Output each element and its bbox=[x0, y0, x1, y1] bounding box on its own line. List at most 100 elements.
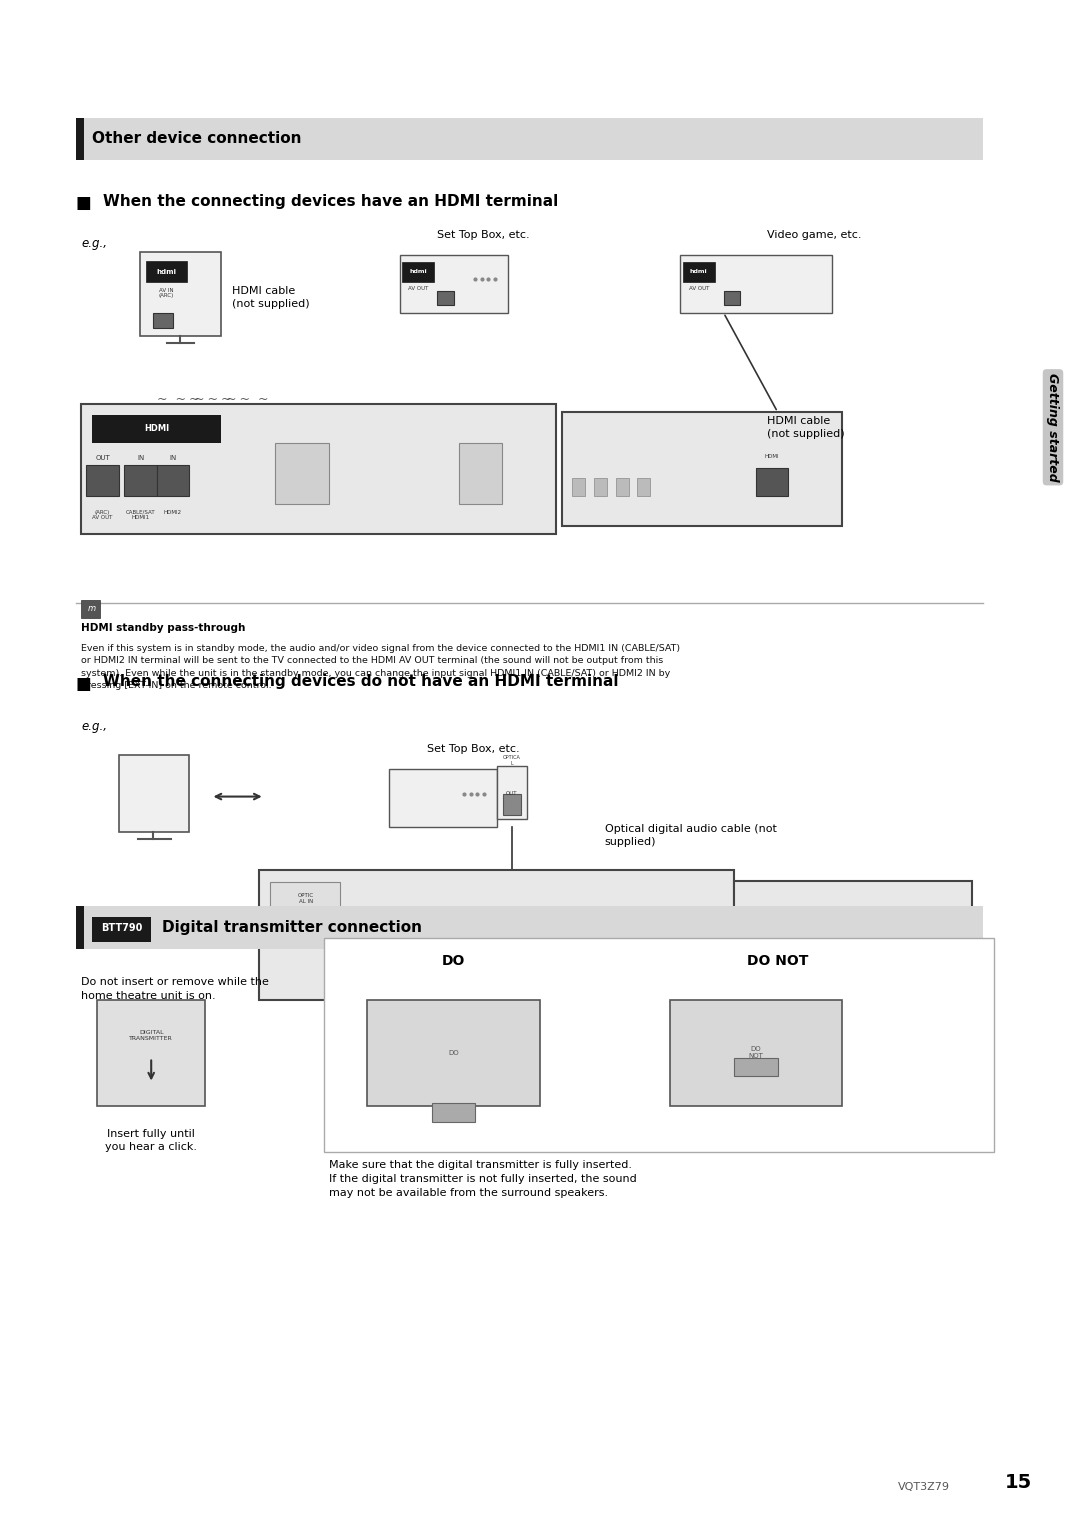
Text: hdmi: hdmi bbox=[690, 269, 707, 275]
Bar bbox=[437, 291, 454, 305]
Text: hdmi: hdmi bbox=[409, 269, 427, 275]
Bar bbox=[459, 443, 502, 504]
Text: OUT: OUT bbox=[507, 790, 517, 797]
Text: OUT: OUT bbox=[95, 455, 110, 461]
Bar bbox=[799, 937, 819, 964]
Bar bbox=[140, 252, 221, 336]
Bar bbox=[76, 118, 983, 160]
Text: When the connecting devices do not have an HDMI terminal: When the connecting devices do not have … bbox=[103, 674, 618, 690]
Bar bbox=[503, 794, 521, 815]
Text: Make sure that the digital transmitter is fully inserted.
If the digital transmi: Make sure that the digital transmitter i… bbox=[329, 1160, 637, 1198]
Bar bbox=[680, 255, 832, 313]
Text: Insert fully until
you hear a click.: Insert fully until you hear a click. bbox=[105, 1129, 198, 1152]
Bar bbox=[81, 600, 100, 618]
Bar bbox=[562, 412, 842, 526]
Text: AV OUT: AV OUT bbox=[689, 285, 708, 291]
Bar bbox=[92, 415, 221, 443]
Text: Set Top Box, etc.: Set Top Box, etc. bbox=[427, 743, 519, 754]
Text: BTT790: BTT790 bbox=[100, 923, 143, 932]
Text: CABLE/SAT
HDMI1: CABLE/SAT HDMI1 bbox=[125, 510, 156, 520]
Bar bbox=[616, 908, 659, 969]
Bar bbox=[76, 906, 983, 949]
Bar bbox=[270, 882, 340, 916]
Text: Set Top Box, etc.: Set Top Box, etc. bbox=[437, 229, 530, 240]
Circle shape bbox=[508, 908, 551, 969]
Text: VQT3Z79: VQT3Z79 bbox=[899, 1482, 950, 1492]
Bar bbox=[76, 118, 84, 160]
Circle shape bbox=[351, 443, 394, 504]
Bar bbox=[432, 1103, 475, 1122]
Circle shape bbox=[683, 456, 700, 481]
Bar bbox=[572, 478, 585, 496]
Text: HDMI cable
(not supplied): HDMI cable (not supplied) bbox=[232, 285, 310, 310]
Text: DO: DO bbox=[448, 1050, 459, 1056]
Circle shape bbox=[562, 908, 605, 969]
Text: 15: 15 bbox=[1004, 1474, 1031, 1492]
Text: DO: DO bbox=[442, 954, 465, 967]
Text: AV IN
(ARC): AV IN (ARC) bbox=[159, 287, 174, 299]
Text: ■: ■ bbox=[76, 674, 92, 693]
Text: m: m bbox=[87, 604, 96, 613]
Bar bbox=[616, 478, 629, 496]
Bar bbox=[724, 291, 740, 305]
Bar bbox=[400, 255, 508, 313]
Bar bbox=[637, 478, 650, 496]
Bar bbox=[259, 870, 734, 1000]
Text: ~  ~  ~: ~ ~ ~ bbox=[189, 394, 237, 406]
Bar bbox=[119, 755, 189, 832]
Bar bbox=[734, 881, 972, 995]
Bar bbox=[367, 908, 421, 969]
Bar bbox=[745, 937, 765, 964]
Bar bbox=[275, 443, 329, 504]
Circle shape bbox=[400, 443, 443, 504]
Text: Video game, etc.: Video game, etc. bbox=[767, 229, 862, 240]
Circle shape bbox=[721, 456, 739, 481]
Bar bbox=[594, 478, 607, 496]
Text: Even if this system is in standby mode, the audio and/or video signal from the d: Even if this system is in standby mode, … bbox=[81, 644, 680, 690]
Text: HDMI standby pass-through: HDMI standby pass-through bbox=[81, 623, 245, 633]
Text: (ARC)
AV OUT: (ARC) AV OUT bbox=[93, 510, 112, 520]
Bar bbox=[157, 465, 189, 496]
Text: When the connecting devices have an HDMI terminal: When the connecting devices have an HDMI… bbox=[103, 194, 558, 209]
Circle shape bbox=[702, 456, 719, 481]
Circle shape bbox=[895, 923, 910, 945]
Text: DO
NOT: DO NOT bbox=[748, 1047, 764, 1059]
Text: IN: IN bbox=[138, 455, 145, 461]
Text: Do not insert or remove while the
home theatre unit is on.: Do not insert or remove while the home t… bbox=[81, 977, 269, 1001]
Text: HDMI: HDMI bbox=[765, 455, 780, 459]
Bar bbox=[97, 1000, 205, 1106]
Text: ~  ~  ~: ~ ~ ~ bbox=[157, 394, 204, 406]
Bar bbox=[86, 465, 119, 496]
Bar bbox=[497, 766, 527, 819]
Text: Getting started: Getting started bbox=[1047, 372, 1059, 482]
Bar bbox=[124, 465, 157, 496]
Text: HDMI2: HDMI2 bbox=[164, 510, 181, 514]
Bar bbox=[153, 313, 173, 328]
Bar bbox=[92, 917, 151, 942]
Text: hdmi: hdmi bbox=[157, 269, 176, 275]
Text: e.g.,: e.g., bbox=[81, 237, 107, 250]
Circle shape bbox=[876, 923, 891, 945]
Bar bbox=[81, 404, 556, 534]
Text: OPTICA
L: OPTICA L bbox=[503, 755, 521, 766]
Bar bbox=[76, 906, 84, 949]
Text: OPTIC
AL IN: OPTIC AL IN bbox=[298, 893, 313, 905]
Bar bbox=[324, 938, 994, 1152]
Bar bbox=[683, 262, 715, 282]
Bar bbox=[402, 262, 434, 282]
Text: Digital transmitter connection: Digital transmitter connection bbox=[162, 920, 422, 935]
Bar bbox=[756, 468, 788, 496]
Text: Optical digital audio cable (not
supplied): Optical digital audio cable (not supplie… bbox=[605, 824, 777, 847]
Text: HDMI cable
(not supplied): HDMI cable (not supplied) bbox=[767, 415, 845, 439]
Text: DIGITAL
TRANSMITTER: DIGITAL TRANSMITTER bbox=[130, 1030, 173, 1041]
Text: AV OUT: AV OUT bbox=[408, 285, 428, 291]
Text: IN: IN bbox=[170, 455, 176, 461]
Text: Other device connection: Other device connection bbox=[92, 131, 301, 146]
Text: DO NOT: DO NOT bbox=[747, 954, 808, 967]
Bar bbox=[670, 1000, 842, 1106]
Bar bbox=[146, 261, 187, 282]
Bar bbox=[734, 1058, 778, 1076]
Text: e.g.,: e.g., bbox=[81, 720, 107, 734]
Text: ~  ~  ~: ~ ~ ~ bbox=[221, 394, 269, 406]
Bar bbox=[772, 937, 792, 964]
